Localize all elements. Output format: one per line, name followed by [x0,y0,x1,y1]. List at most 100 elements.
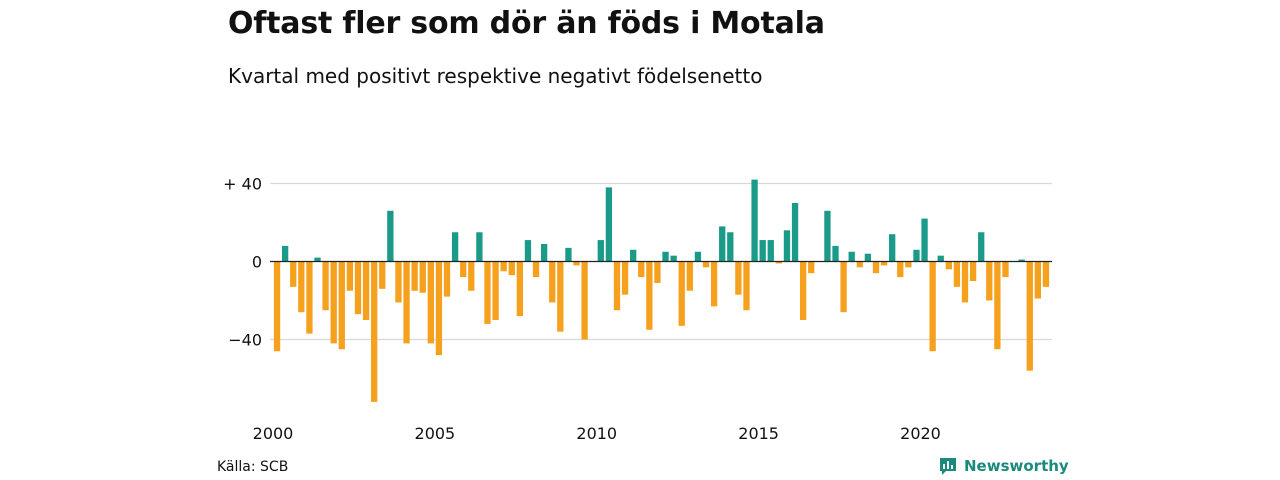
bar [961,261,969,303]
bar [581,261,588,340]
bar [427,261,434,344]
bar [540,243,548,262]
x-tick-label: 2010 [576,424,617,443]
bars [273,179,1050,402]
bar [371,261,378,402]
bar [889,234,896,262]
bar [476,232,483,262]
bar [1018,259,1025,262]
bar [662,251,669,262]
bar [719,226,726,262]
bar [322,261,329,311]
bar [670,255,677,262]
bar [824,210,831,262]
bar [621,261,629,295]
bar [921,218,928,262]
bar [630,249,637,262]
bar [281,245,289,262]
bar [605,187,613,262]
bar [775,261,783,264]
bar [362,261,370,320]
x-tick-label: 2005 [415,424,456,443]
y-tick-label: 0 [252,253,262,272]
bar [986,261,993,301]
bar [597,240,604,262]
bar [929,261,936,352]
bar [848,251,855,262]
y-tick-label: −40 [228,331,262,350]
bar [905,261,912,268]
bar [832,245,839,262]
bar [686,261,693,291]
x-tick-label: 2015 [738,424,779,443]
bar [872,261,880,274]
bar [856,261,863,268]
bar [557,261,564,332]
bar [508,261,515,276]
x-tick-label: 2000 [253,424,294,443]
bar [306,261,313,334]
bar [1002,261,1009,278]
bar [759,240,766,262]
y-tick-label: + 40 [223,175,262,194]
bar [532,261,540,278]
bar [953,261,961,287]
bar [1034,261,1042,299]
bar [379,261,386,289]
bar [1026,261,1033,371]
bar [735,261,742,295]
bar [443,261,451,297]
bar [419,261,426,293]
newsworthy-logo-icon [940,458,956,475]
bar [565,247,572,262]
bar [524,240,532,262]
bar [273,261,281,352]
bar [654,261,661,283]
bar [767,240,774,262]
brand-name: Newsworthy [964,457,1069,475]
bar [646,261,653,330]
bar [799,261,807,320]
bar [411,261,418,291]
bar [727,232,734,262]
bar [500,261,507,272]
bar [338,261,345,350]
bar [395,261,402,303]
x-tick-label: 2020 [900,424,941,443]
bar [678,261,685,326]
bar [1042,261,1050,287]
bar [613,261,621,311]
bar [913,249,920,262]
bar [460,261,467,278]
bar [638,261,645,278]
chart-title: Oftast fler som dör än föds i Motala [228,6,825,41]
bar [298,261,305,313]
x-axis-labels: 2000 2005 2010 2015 2020 [253,424,941,443]
source-note: Källa: SCB [217,459,289,475]
bar [710,261,718,307]
bar [451,232,459,262]
bar [694,251,702,262]
bar [702,261,710,268]
bar [484,261,491,324]
brand: Newsworthy [938,456,1069,476]
bar [314,257,321,262]
bar [880,261,888,266]
bar [864,253,872,262]
bar [354,261,362,315]
bar [743,261,750,311]
chart-subtitle: Kvartal med positivt respektive negativt… [228,64,763,88]
bar [435,261,443,356]
bar [573,261,580,266]
bar [290,261,297,287]
bar [840,261,847,313]
bar [492,261,499,320]
bar [978,232,985,262]
bar [945,261,952,270]
bar [403,261,410,344]
y-axis-labels: + 40 0 −40 [223,175,262,350]
bar [751,179,758,262]
bar [969,261,977,281]
gridlines [270,182,1052,341]
bar [516,261,524,317]
